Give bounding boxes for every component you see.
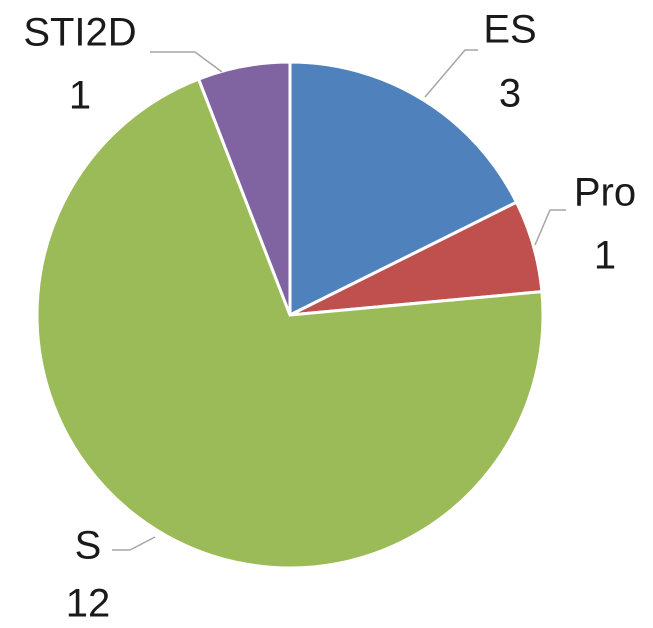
leader-line: [112, 536, 156, 551]
slice-value: 3: [499, 72, 521, 116]
slice-label: Pro: [574, 171, 636, 215]
slice-label: ES: [483, 8, 536, 52]
slice-label: S: [75, 524, 102, 568]
leader-line: [424, 49, 478, 98]
slice-value: 12: [66, 582, 111, 626]
slice-value: 1: [69, 74, 91, 118]
slice-label: STI2D: [23, 11, 136, 55]
leader-line: [150, 51, 223, 73]
pie-slice: [288, 60, 519, 318]
slice-value: 1: [594, 234, 616, 278]
pie-slice: [196, 60, 292, 316]
leader-line: [534, 209, 566, 246]
pie-slice: [35, 77, 545, 570]
